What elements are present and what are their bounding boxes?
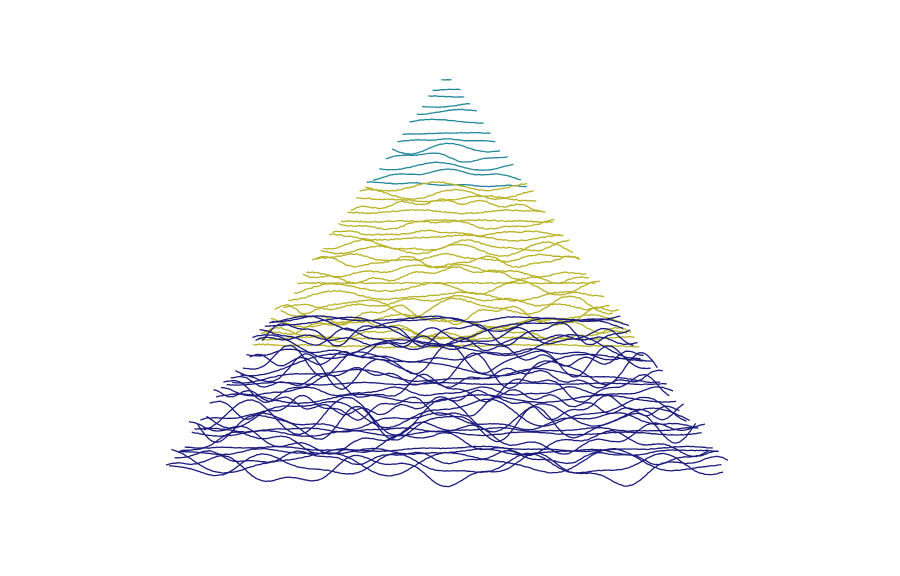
- wave-line: [422, 102, 471, 109]
- wave-line: [169, 452, 724, 477]
- wave-line: [261, 322, 631, 347]
- wave-line: [209, 394, 685, 421]
- wave-line: [338, 218, 555, 231]
- wave-line: [366, 181, 527, 188]
- wave-line: [180, 445, 713, 453]
- wave-line: [379, 161, 514, 171]
- wave-line: [320, 241, 574, 257]
- wave-line: [432, 88, 461, 92]
- wave-line: [306, 263, 587, 279]
- wave-line: [372, 168, 522, 182]
- wave-line: [213, 389, 680, 417]
- wave-line: [259, 326, 634, 346]
- wave-line: [235, 352, 658, 390]
- wave-line: [416, 108, 478, 116]
- wave-line: [332, 229, 561, 237]
- wave-line: [232, 367, 661, 384]
- wave-line: [365, 181, 528, 192]
- wave-line: [174, 450, 719, 466]
- wave-line: [350, 198, 543, 213]
- wave-line: [165, 452, 729, 488]
- wave-line: [220, 386, 674, 397]
- wave-line: [428, 95, 465, 98]
- wave-line: [340, 218, 554, 224]
- wave-line: [397, 138, 496, 143]
- wave-line: [255, 334, 638, 351]
- wave-line: [402, 131, 491, 135]
- wave-line: [226, 381, 667, 386]
- wave-line: [391, 142, 501, 155]
- wave-line: [200, 412, 693, 431]
- wave-line: [297, 281, 596, 285]
- wave-line: [283, 294, 610, 311]
- wave-line: [409, 118, 484, 124]
- wave-line: [246, 347, 647, 363]
- wave-line: [230, 367, 663, 389]
- wave-line: [311, 255, 581, 268]
- wave-line: [206, 396, 687, 430]
- wave-line: [314, 252, 580, 263]
- wave-line: [265, 318, 628, 338]
- wave-line: [280, 295, 613, 319]
- wave-line: [240, 353, 653, 377]
- wave-line: [215, 393, 677, 405]
- wave-line: [269, 315, 624, 332]
- wave-line: [288, 289, 605, 302]
- wave-line: [171, 448, 722, 477]
- wave-line: [329, 233, 564, 242]
- wave-line: [184, 430, 710, 458]
- wave-line: [385, 152, 508, 163]
- wave-line: [347, 208, 546, 215]
- wave-line: [197, 405, 697, 444]
